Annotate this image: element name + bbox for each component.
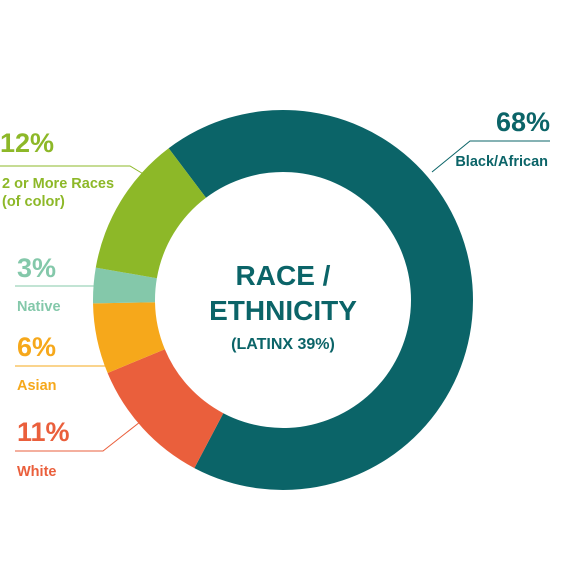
slice-native	[92, 267, 157, 304]
slice-labels: 68% Black/African 11% White 6% Asian 3% Native 1…	[0, 107, 550, 480]
category-label-asian: Asian	[17, 378, 57, 394]
chart-title-line-1: RACE /	[236, 260, 331, 291]
leader-lines	[0, 140, 550, 452]
leader-line-two-or-more-races	[0, 165, 151, 179]
leader-line-white	[15, 421, 141, 452]
category-label-two-or-more-races-line-2: (of color)	[2, 194, 65, 210]
slice-asian	[93, 302, 165, 374]
donut-slices	[92, 110, 473, 490]
percent-label-asian: 6%	[17, 332, 56, 362]
chart-title-line-2: ETHNICITY	[209, 295, 357, 326]
chart-subtitle: (LATINX 39%)	[231, 336, 335, 353]
percent-label-two-or-more-races: 12%	[0, 128, 54, 158]
percent-label-native: 3%	[17, 253, 56, 283]
leader-line-black-african	[431, 140, 550, 173]
slice-two-or-more-races	[95, 148, 206, 279]
category-label-white: White	[17, 464, 56, 480]
percent-label-white: 11%	[17, 417, 70, 447]
percent-label-black-african: 68%	[496, 107, 550, 137]
category-label-black-african: Black/African	[455, 154, 548, 170]
category-label-two-or-more-races: 2 or More Races	[2, 176, 114, 192]
category-label-native: Native	[17, 299, 61, 315]
slice-white	[107, 349, 224, 469]
slice-black-african	[168, 110, 473, 490]
